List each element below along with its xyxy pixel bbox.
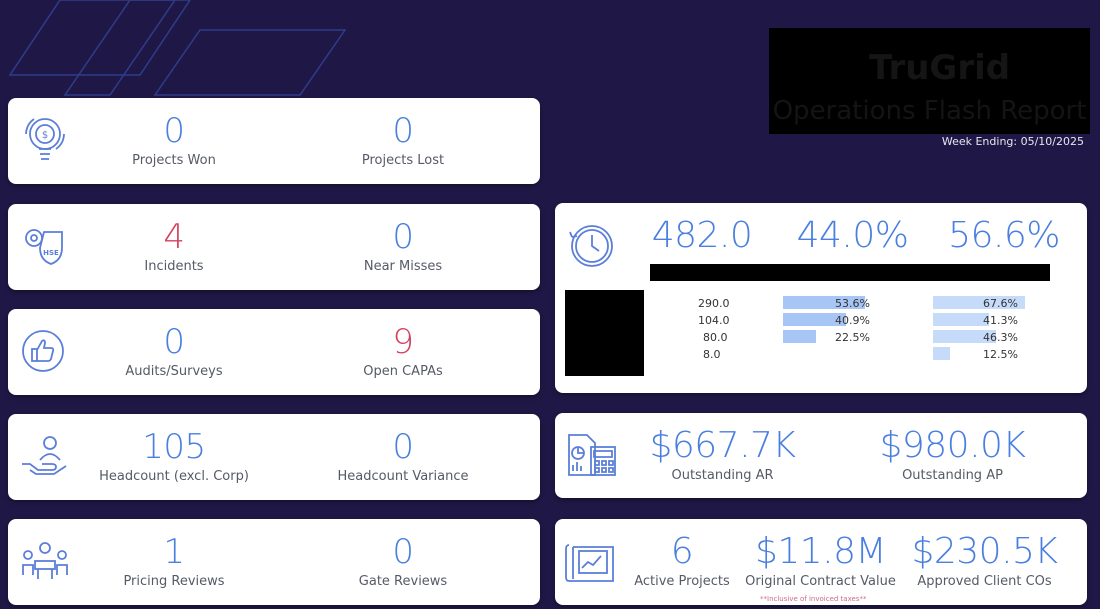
pct1-value: 53.6% (835, 297, 870, 310)
active-projects-metric: 6 Active Projects (629, 531, 735, 590)
headcount-variance-metric: 0 Headcount Variance (328, 428, 478, 484)
svg-text:HSE: HSE (43, 249, 59, 257)
active-projects-value: 6 (670, 531, 694, 572)
incidents-metric: 4 Incidents (108, 218, 240, 274)
projects-won-label: Projects Won (132, 153, 216, 168)
clock-icon (569, 225, 613, 267)
near-misses-label: Near Misses (363, 259, 443, 274)
active-projects-label: Active Projects (634, 574, 730, 589)
near-misses-metric: 0 Near Misses (338, 218, 468, 274)
pct2-bar (933, 313, 989, 326)
projects-lost-label: Projects Lost (361, 153, 445, 168)
pct2-bar (933, 296, 1025, 309)
outstanding-ap-metric: $980.0K Outstanding AP (875, 425, 1030, 484)
pct1-bar (783, 296, 865, 309)
total-hours-value: 482.0 (651, 215, 753, 256)
audits-label: Audits/Surveys (125, 364, 223, 379)
pricing-reviews-metric: 1 Pricing Reviews (108, 533, 240, 589)
headcount-variance-value: 0 (392, 427, 414, 467)
original-contract-value-label: Original Contract Value (745, 574, 896, 589)
company-logo: TruGrid Operations Flash Report (769, 28, 1090, 134)
headcount-card: 105 Headcount (excl. Corp) 0 Headcount V… (8, 414, 540, 500)
pct1-value: 40.9% (835, 314, 870, 327)
outstanding-ap-label: Outstanding AP (902, 468, 1003, 483)
week-ending: Week Ending: 05/10/2025 (941, 135, 1084, 148)
approved-client-cos-value: $230.5K (911, 531, 1058, 572)
contracts-card: 6 Active Projects $11.8M Original Contra… (555, 519, 1087, 605)
audits-value: 0 (163, 322, 185, 362)
table-row-value: 8.0 (703, 348, 721, 361)
pct1-bar (783, 330, 816, 343)
original-contract-value: $11.8M (754, 531, 887, 572)
audits-metric: 0 Audits/Surveys (108, 323, 240, 379)
pct2-bar (933, 330, 996, 343)
blueprint-chart-icon (565, 544, 614, 582)
thumbs-up-icon (22, 330, 64, 372)
pct2-value: 67.6% (983, 297, 1018, 310)
financial-report-icon (568, 434, 616, 476)
hse-shield-icon: HSE (25, 229, 63, 265)
outstanding-ar-label: Outstanding AR (671, 468, 774, 483)
pct2-value: 46.3% (983, 331, 1018, 344)
svg-text:$: $ (42, 130, 48, 141)
redacted-row-labels (565, 290, 644, 376)
projects-card: $ 0 Projects Won 0 Projects Lost (8, 98, 540, 184)
projects-lost-metric: 0 Projects Lost (338, 112, 468, 168)
pricing-reviews-label: Pricing Reviews (123, 574, 225, 589)
open-capas-metric: 9 Open CAPAs (338, 323, 468, 379)
gate-reviews-label: Gate Reviews (358, 574, 448, 589)
lightbulb-dollar-icon: $ (25, 118, 65, 160)
meeting-icon (22, 542, 68, 579)
hand-person-icon (22, 436, 67, 475)
headcount-metric: 105 Headcount (excl. Corp) (93, 428, 255, 484)
background-decoration (8, 0, 347, 96)
tax-note: **Inclusive of invoiced taxes** (760, 595, 867, 603)
pct2-value: 12.5% (983, 348, 1018, 361)
pct1-bar (783, 313, 846, 326)
pct-metric-1: 44.0% (795, 217, 910, 255)
gate-reviews-value: 0 (392, 532, 414, 572)
gate-reviews-metric: 0 Gate Reviews (338, 533, 468, 589)
approved-client-cos-metric: $230.5K Approved Client COs (907, 531, 1062, 590)
headcount-label: Headcount (excl. Corp) (99, 469, 249, 484)
report-title: Operations Flash Report (772, 96, 1087, 126)
pct2-value: 41.3% (983, 314, 1018, 327)
pct-metric-2-value: 56.6% (948, 215, 1060, 256)
redacted-header-bar (650, 264, 1050, 281)
safety-card: HSE 4 Incidents 0 Near Misses (8, 204, 540, 290)
table-row-value: 104.0 (698, 314, 730, 327)
table-row-value: 80.0 (703, 331, 728, 344)
logo-text: TruGrid (869, 48, 1011, 88)
outstanding-ar-metric: $667.7K Outstanding AR (645, 425, 800, 484)
approved-client-cos-label: Approved Client COs (917, 574, 1052, 589)
total-hours-metric: 482.0 (645, 217, 759, 255)
outstanding-ar-value: $667.7K (649, 425, 796, 466)
hours-card: 482.0 44.0% 56.6% 290.0 104.0 80.0 8.0 5… (555, 203, 1087, 393)
audits-card: 0 Audits/Surveys 9 Open CAPAs (8, 309, 540, 395)
incidents-label: Incidents (144, 259, 204, 274)
pct-metric-2: 56.6% (945, 217, 1063, 255)
projects-lost-value: 0 (392, 111, 414, 151)
pricing-reviews-value: 1 (163, 532, 185, 572)
near-misses-value: 0 (392, 217, 414, 257)
original-contract-value-metric: $11.8M Original Contract Value (743, 531, 898, 590)
incidents-value: 4 (163, 217, 185, 257)
projects-won-value: 0 (163, 111, 185, 151)
pct2-bar (933, 347, 950, 360)
projects-won-metric: 0 Projects Won (108, 112, 240, 168)
pct-metric-1-value: 44.0% (796, 215, 909, 256)
table-row-value: 290.0 (698, 297, 730, 310)
open-capas-label: Open CAPAs (363, 364, 443, 379)
headcount-variance-label: Headcount Variance (337, 469, 469, 484)
pct1-value: 22.5% (835, 331, 870, 344)
reviews-card: 1 Pricing Reviews 0 Gate Reviews (8, 519, 540, 605)
outstanding-ap-value: $980.0K (879, 425, 1026, 466)
open-capas-value: 9 (392, 322, 414, 362)
finance-card: $667.7K Outstanding AR $980.0K Outstandi… (555, 413, 1087, 498)
headcount-value: 105 (142, 427, 206, 467)
